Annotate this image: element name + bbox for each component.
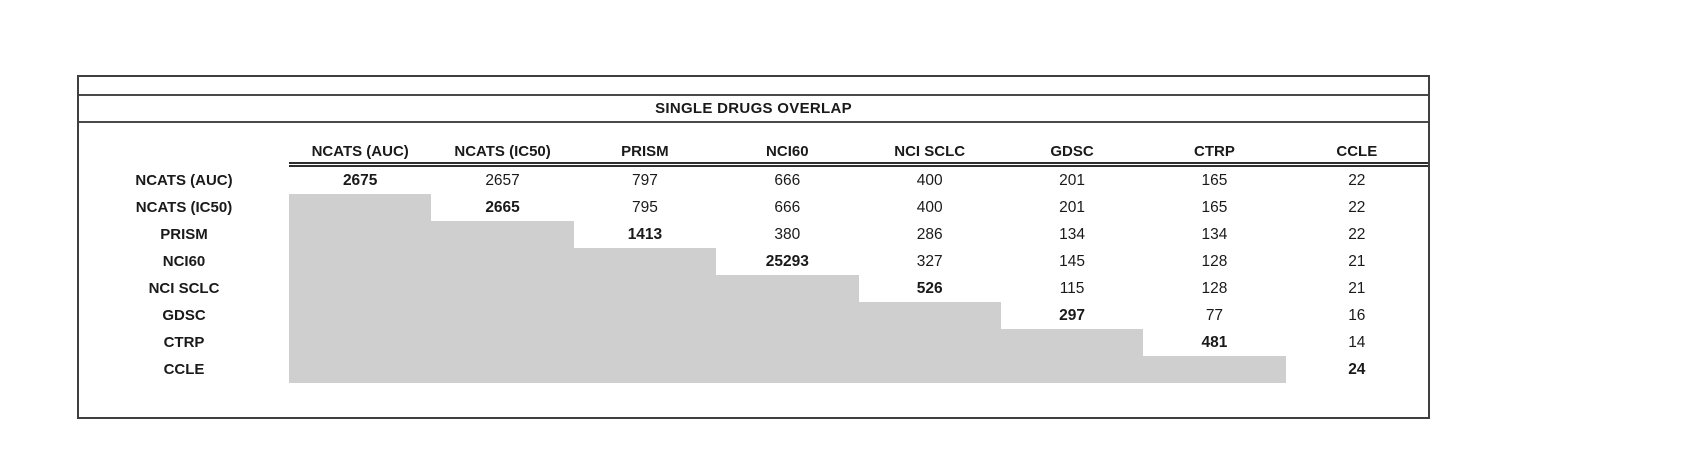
matrix-cell-ctrp-nci-sclc [858,329,1001,356]
matrix-cell-prism-ncats-auc [289,221,432,248]
column-header-ctrp: CTRP [1143,139,1286,167]
matrix-cell-ccle-ccle: 24 [1348,360,1366,378]
matrix-cell-ncats-auc-gdsc: 201 [1059,171,1085,189]
matrix-cell-ccle-ncats-ic50 [431,356,574,383]
matrix-cell-prism-nci60: 380 [774,225,801,243]
matrix-corner-cell [79,139,289,162]
matrix-cell-gdsc-ctrp: 77 [1205,306,1224,324]
matrix-cell-ncats-ic50-gdsc: 201 [1059,198,1085,216]
matrix-cell-nci60-nci60: 25293 [765,252,809,270]
row-header-ccle: CCLE [163,361,205,378]
matrix-cell-ncats-ic50-nci-sclc: 400 [916,198,943,216]
matrix-cell-gdsc-ccle: 16 [1348,306,1366,324]
column-header-ccle: CCLE [1285,139,1428,167]
matrix-cell-nci-sclc-ncats-auc [289,275,432,302]
table-title: SINGLE DRUGS OVERLAP [79,96,1428,123]
matrix-cell-ncats-ic50-ctrp: 165 [1201,198,1228,216]
matrix-cell-nci-sclc-ncats-ic50 [431,275,574,302]
matrix-cell-ncats-ic50-prism: 795 [632,198,658,216]
column-header-prism: PRISM [573,139,717,167]
matrix-cell-nci60-gdsc: 145 [1059,252,1085,270]
matrix-cell-ctrp-prism [573,329,717,356]
matrix-cell-ncats-auc-prism: 797 [632,171,658,189]
matrix-cell-ctrp-nci60 [716,329,859,356]
matrix-cell-prism-nci-sclc: 286 [916,225,943,243]
matrix-cell-ncats-auc-nci60: 666 [774,171,801,189]
matrix-cell-ncats-auc-ccle: 22 [1348,171,1366,189]
matrix-cell-ncats-auc-ctrp: 165 [1201,171,1228,189]
matrix-cell-nci60-prism [573,248,717,275]
matrix-cell-nci60-ncats-auc [289,248,432,275]
matrix-cell-prism-ctrp: 134 [1201,225,1228,243]
matrix-cell-gdsc-nci60 [716,302,859,329]
matrix-cell-ctrp-ctrp: 481 [1201,333,1228,351]
row-header-nci60: NCI60 [162,253,206,270]
row-header-prism: PRISM [160,226,208,243]
matrix-cell-gdsc-ncats-auc [289,302,432,329]
matrix-cell-ncats-auc-ncats-auc: 2675 [342,171,378,189]
matrix-cell-ccle-gdsc [1000,356,1144,383]
matrix-cell-ctrp-ncats-auc [289,329,432,356]
matrix-cell-ncats-ic50-ncats-auc [289,194,432,221]
matrix-cell-ccle-nci-sclc [858,356,1001,383]
table-top-strip [79,77,1428,96]
matrix-cell-nci-sclc-ctrp: 128 [1201,279,1228,297]
matrix-cell-gdsc-nci-sclc [858,302,1001,329]
row-header-gdsc: GDSC [162,307,206,324]
row-header-ncats-auc: NCATS (AUC) [135,172,233,189]
column-header-ncats-ic50: NCATS (IC50) [431,139,574,167]
matrix-cell-nci-sclc-gdsc: 115 [1059,279,1085,297]
matrix-cell-ncats-auc-nci-sclc: 400 [916,171,943,189]
matrix-cell-nci60-ncats-ic50 [431,248,574,275]
matrix-cell-ncats-ic50-ncats-ic50: 2665 [485,198,520,216]
matrix-cell-prism-prism: 1413 [627,225,663,243]
column-header-ncats-auc: NCATS (AUC) [289,139,432,167]
overlap-matrix: NCATS (AUC) NCATS (IC50) PRISM NCI60 NCI SCL… [79,139,1428,383]
matrix-cell-nci60-ctrp: 128 [1201,252,1228,270]
matrix-cell-prism-ncats-ic50 [431,221,574,248]
matrix-cell-nci60-ccle: 21 [1348,252,1366,270]
matrix-cell-gdsc-ncats-ic50 [431,302,574,329]
single-drugs-overlap-table: SINGLE DRUGS OVERLAP NCATS (AUC) NCATS (I… [77,75,1430,419]
matrix-cell-ctrp-ncats-ic50 [431,329,574,356]
row-header-ncats-ic50: NCATS (IC50) [135,199,233,216]
matrix-cell-gdsc-prism [573,302,717,329]
matrix-cell-nci-sclc-prism [573,275,717,302]
column-header-gdsc: GDSC [1000,139,1144,167]
matrix-cell-ncats-auc-ncats-ic50: 2657 [485,171,520,189]
matrix-cell-prism-gdsc: 134 [1059,225,1085,243]
matrix-cell-ccle-ncats-auc [289,356,432,383]
matrix-cell-ccle-ctrp [1143,356,1286,383]
matrix-cell-nci-sclc-nci60 [716,275,859,302]
matrix-cell-ncats-ic50-nci60: 666 [774,198,801,216]
matrix-cell-prism-ccle: 22 [1348,225,1366,243]
matrix-cell-nci60-nci-sclc: 327 [916,252,943,270]
row-header-nci-sclc: NCI SCLC [148,280,220,297]
matrix-cell-nci-sclc-ccle: 21 [1348,279,1366,297]
matrix-cell-ccle-nci60 [716,356,859,383]
column-header-nci60: NCI60 [716,139,859,167]
row-header-ctrp: CTRP [163,334,205,351]
column-header-nci-sclc: NCI SCLC [858,139,1001,167]
matrix-cell-ncats-ic50-ccle: 22 [1348,198,1366,216]
matrix-cell-gdsc-gdsc: 297 [1059,306,1085,324]
matrix-cell-ctrp-ccle: 14 [1348,333,1366,351]
matrix-cell-ccle-prism [573,356,717,383]
matrix-cell-ctrp-gdsc [1000,329,1144,356]
matrix-cell-nci-sclc-nci-sclc: 526 [916,279,943,297]
